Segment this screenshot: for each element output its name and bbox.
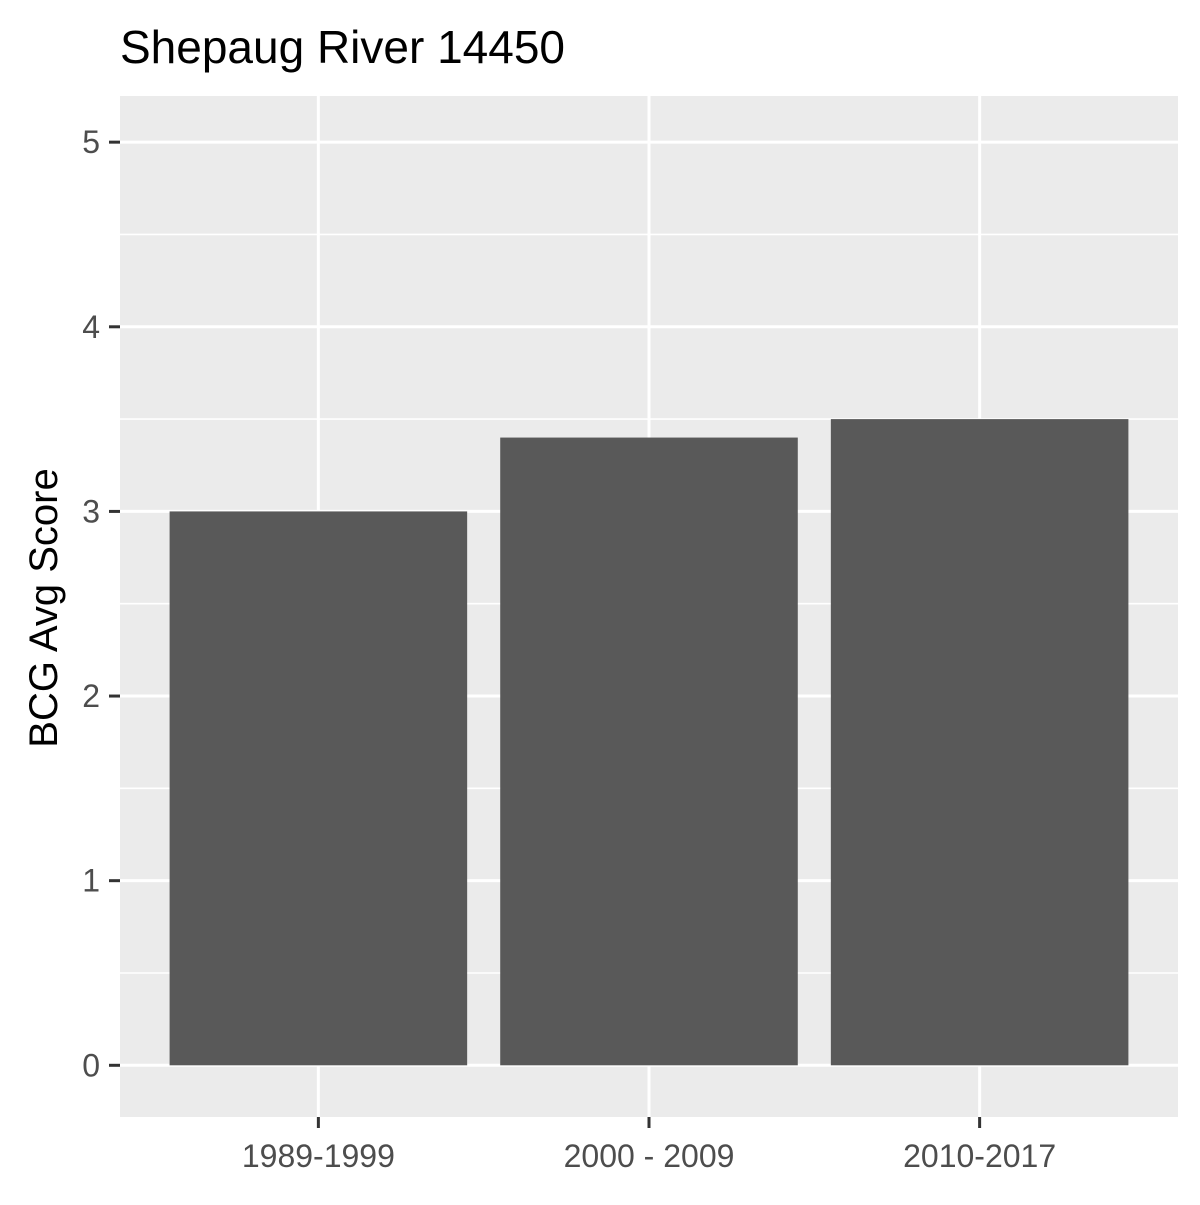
y-tick-label: 3: [82, 493, 100, 529]
y-axis-label: BCG Avg Score: [22, 468, 66, 747]
y-tick-label: 5: [82, 124, 100, 160]
bar: [500, 437, 798, 1066]
x-tick-label: 2010-2017: [903, 1138, 1056, 1174]
x-tick-label: 1989-1999: [242, 1138, 395, 1174]
y-tick-label: 2: [82, 678, 100, 714]
bar: [169, 511, 468, 1066]
y-axis: 0 1 2 3 4 5: [82, 124, 120, 1083]
x-axis: 1989-1999 2000 - 2009 2010-2017: [242, 1117, 1056, 1174]
bar: [830, 419, 1129, 1066]
x-tick-label: 2000 - 2009: [564, 1138, 735, 1174]
y-tick-label: 1: [82, 863, 100, 899]
bars: [169, 419, 1129, 1066]
y-tick-label: 4: [82, 309, 100, 345]
y-tick-label: 0: [82, 1047, 100, 1083]
chart-title: Shepaug River 14450: [120, 21, 565, 73]
